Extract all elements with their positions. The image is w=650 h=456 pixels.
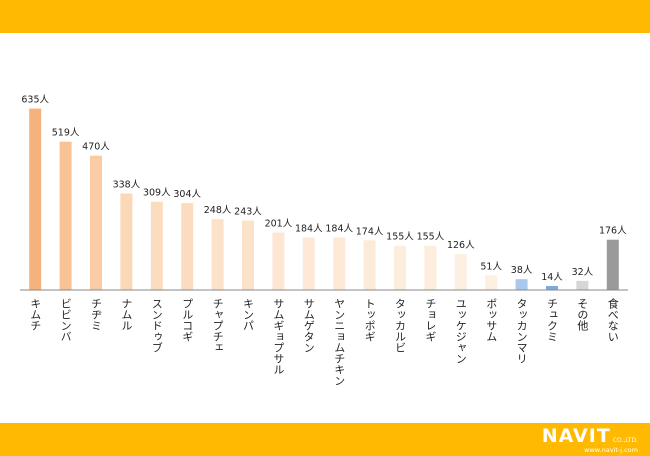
value-label: 338人 <box>113 179 141 190</box>
category-label: チュクミ <box>546 298 559 342</box>
category-label: トッポギ <box>363 298 376 342</box>
bar-8 <box>242 220 254 290</box>
bar-6 <box>181 203 194 290</box>
category-label: ヤンニョムチキン <box>333 298 346 386</box>
logo-name: NAVIT <box>541 424 611 447</box>
value-label: 470人 <box>82 142 110 153</box>
top-banner <box>0 0 650 33</box>
value-label: 155人 <box>417 232 445 243</box>
category-label: ユッケジャン <box>454 298 467 364</box>
value-label: 184人 <box>325 223 353 234</box>
value-label: 14人 <box>541 272 563 283</box>
bar-19 <box>576 280 589 290</box>
bar-17 <box>515 279 528 290</box>
bar-15 <box>454 254 467 290</box>
bar-5 <box>150 201 163 290</box>
value-label: 201人 <box>265 219 293 230</box>
category-label: サムゲタン <box>302 298 315 353</box>
value-label: 243人 <box>234 207 262 218</box>
value-label: 184人 <box>295 223 323 234</box>
value-label: 174人 <box>356 226 384 237</box>
logo-url: www.navit-j.com <box>584 445 638 454</box>
bar-2 <box>59 141 72 290</box>
category-label: ビビンバ <box>59 298 72 342</box>
bar-12 <box>363 240 376 290</box>
bar-13 <box>394 245 406 290</box>
value-label: 248人 <box>204 205 232 216</box>
bars-group <box>29 108 619 290</box>
bar-14 <box>424 245 437 290</box>
category-label: チャプチェ <box>211 298 224 353</box>
category-label: ポッサム <box>485 298 498 342</box>
bottom-banner <box>0 423 650 456</box>
logo-suffix: CO.,LTD. <box>612 436 638 444</box>
category-label: キンパ <box>242 298 255 331</box>
value-label: 51人 <box>480 261 502 272</box>
category-label: サムギョプサル <box>272 298 285 375</box>
value-label: 519人 <box>52 128 80 139</box>
value-label: 304人 <box>173 189 201 200</box>
bar-18 <box>546 286 558 290</box>
bar-3 <box>90 155 102 290</box>
value-label: 155人 <box>386 232 414 243</box>
value-label: 126人 <box>447 240 475 251</box>
bar-11 <box>333 237 346 290</box>
bar-1 <box>29 108 42 290</box>
category-label: タッカンマリ <box>515 298 528 364</box>
value-label: 635人 <box>21 95 49 106</box>
category-label: プルコギ <box>181 298 194 342</box>
bar-7 <box>211 219 224 290</box>
bar-20 <box>606 239 619 290</box>
value-label: 176人 <box>599 226 627 237</box>
bar-9 <box>272 232 285 290</box>
value-label: 32人 <box>572 267 594 278</box>
category-label: タッカルビ <box>394 298 407 353</box>
category-label: その他 <box>576 298 589 331</box>
bar-10 <box>302 237 315 290</box>
value-label: 309人 <box>143 188 171 199</box>
category-label: スンドゥブ <box>150 298 163 353</box>
value-label: 38人 <box>511 265 533 276</box>
category-label: キムチ <box>29 298 42 331</box>
category-label: ナムル <box>120 298 133 331</box>
bar-16 <box>485 275 498 290</box>
category-label: 食べない <box>606 297 619 342</box>
company-logo: NAVIT CO.,LTD. www.navit-j.com <box>526 426 638 454</box>
bar-4 <box>120 193 133 290</box>
category-label: チヂミ <box>90 298 103 331</box>
category-label: チョレギ <box>424 298 437 342</box>
